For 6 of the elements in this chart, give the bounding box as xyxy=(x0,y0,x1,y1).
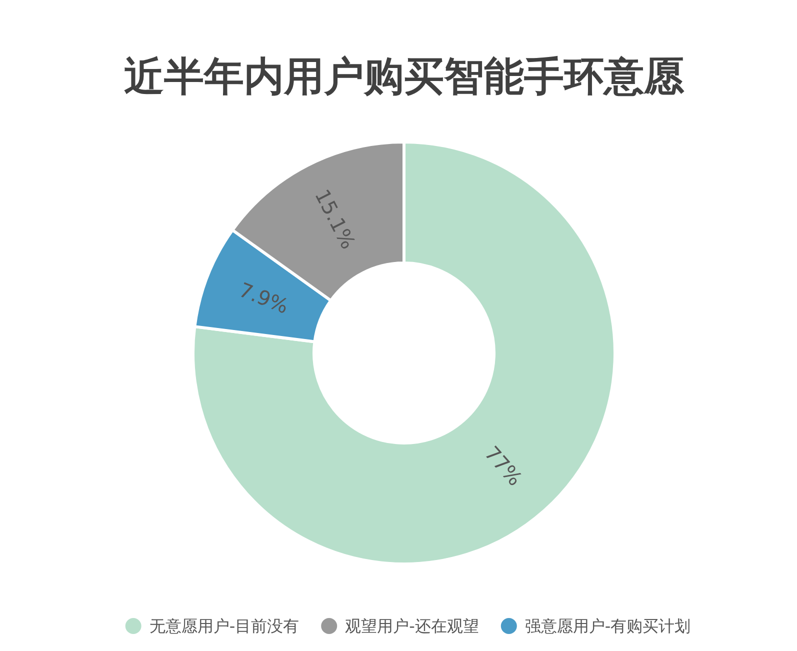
legend-label: 强意愿用户-有购买计划 xyxy=(524,616,691,636)
data-label: 7.9% xyxy=(236,278,292,318)
donut-slice xyxy=(192,140,616,566)
chart-title: 近半年内用户购买智能手环意愿 xyxy=(124,54,685,100)
legend-label: 观望用户-还在观望 xyxy=(345,616,479,636)
legend-label: 无意愿用户-目前没有 xyxy=(149,616,300,636)
